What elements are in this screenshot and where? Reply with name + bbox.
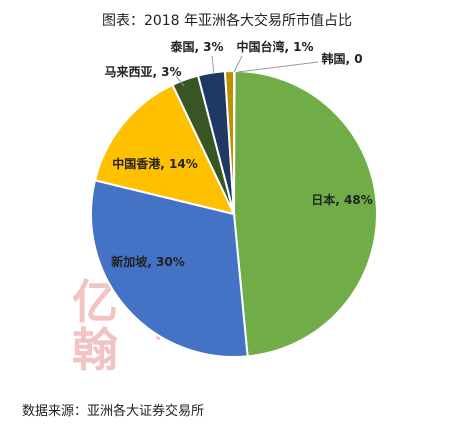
- leader-line: [237, 61, 319, 73]
- data-label: 马来西亚, 3%: [104, 64, 181, 79]
- chart-source: 数据来源：亚洲各大证券交易所: [22, 404, 205, 419]
- pie-slice: [233, 69, 236, 215]
- data-label: 日本, 48%: [311, 192, 372, 207]
- data-label: 韩国, 0: [321, 51, 362, 66]
- leader-line: [175, 75, 185, 87]
- data-label: 新加坡, 30%: [111, 254, 184, 269]
- data-label: 中国台湾, 1%: [236, 39, 313, 54]
- leader-line: [233, 55, 243, 73]
- leader-line: [211, 55, 215, 75]
- watermark-logo-char-2: 翰: [72, 323, 118, 377]
- pie-slice: [93, 83, 236, 216]
- pie-slice: [90, 179, 249, 358]
- pie-slice: [233, 69, 378, 358]
- data-label: 中国香港, 14%: [112, 156, 197, 171]
- data-label: 泰国, 3%: [169, 39, 223, 54]
- chart-title: 图表：2018 年亚洲各大交易所市值占比: [101, 13, 353, 29]
